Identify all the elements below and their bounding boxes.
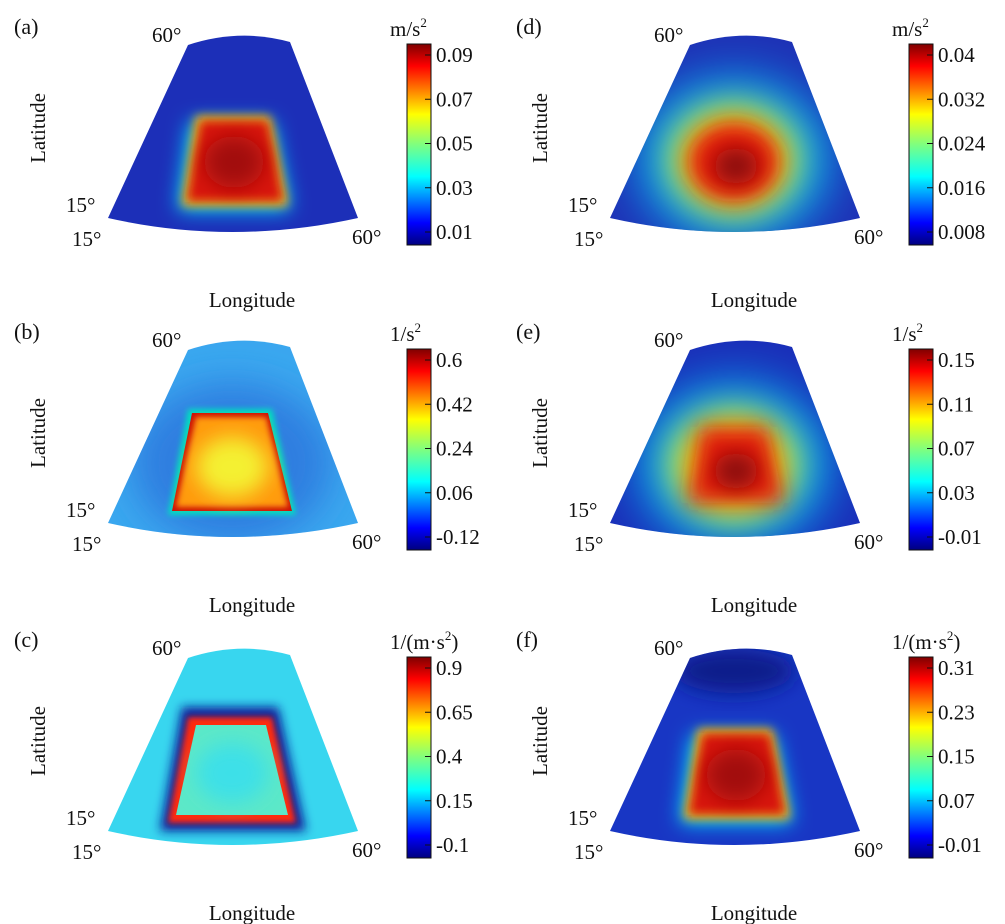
core-region <box>706 749 766 801</box>
y-axis-label: Latitude <box>26 398 50 468</box>
colorbar-tick-label: 0.008 <box>938 220 985 244</box>
corner-label-bottom-left: 15° <box>72 840 101 864</box>
corner-label-top: 60° <box>152 328 181 352</box>
y-axis-label: Latitude <box>528 93 552 163</box>
x-axis-label: Longitude <box>209 901 295 924</box>
colorbar-tick-label: 0.03 <box>436 176 473 200</box>
panel-label: (d) <box>516 14 542 39</box>
colorbar-tick-label: 0.032 <box>938 87 985 111</box>
corner-label-left: 15° <box>568 193 597 217</box>
colorbar-tick-label: 0.07 <box>938 437 975 461</box>
corner-label-left: 15° <box>568 498 597 522</box>
colorbar-tick-label: -0.1 <box>436 833 469 857</box>
panel-b: (b) 60° 15° 15° 60° Latitude Longitude 1/s2 0.6 0… <box>14 319 480 617</box>
corner-label-bottom-left: 15° <box>574 532 603 556</box>
corner-label-bottom-right: 60° <box>352 225 381 249</box>
corner-label-bottom-left: 15° <box>72 227 101 251</box>
corner-label-top: 60° <box>654 328 683 352</box>
colorbar-tick-label: 0.24 <box>436 437 473 461</box>
corner-label-left: 15° <box>568 806 597 830</box>
colorbar-tick-label: 0.016 <box>938 176 985 200</box>
colorbar-unit: 1/(m·s2) <box>892 628 960 654</box>
colorbar-unit: 1/s2 <box>390 320 421 346</box>
colorbar-tick-label: 0.07 <box>938 789 975 813</box>
colorbar-tick-label: 0.15 <box>938 745 975 769</box>
corner-label-left: 15° <box>66 193 95 217</box>
corner-label-bottom-right: 60° <box>854 225 883 249</box>
corner-label-left: 15° <box>66 498 95 522</box>
panel-d: (d) 60° 15° 15° 60° Latitude Longitude m/s2 0.04… <box>516 14 986 312</box>
colorbar-tick-label: 0.09 <box>436 43 473 67</box>
y-axis-label: Latitude <box>528 706 552 776</box>
x-axis-label: Longitude <box>209 593 295 617</box>
corner-label-left: 15° <box>66 806 95 830</box>
colorbar-tick-label: 0.4 <box>436 745 463 769</box>
colorbar-tick-label: 0.23 <box>938 700 975 724</box>
corner-label-top: 60° <box>654 636 683 660</box>
y-axis-label: Latitude <box>26 93 50 163</box>
y-axis-label: Latitude <box>528 398 552 468</box>
corner-label-top: 60° <box>152 636 181 660</box>
corner-label-top: 60° <box>152 23 181 47</box>
x-axis-label: Longitude <box>209 288 295 312</box>
colorbar-tick-label: -0.01 <box>938 525 982 549</box>
corner-label-bottom-right: 60° <box>854 530 883 554</box>
core-region <box>714 148 758 184</box>
colorbar-tick-label: 0.03 <box>938 481 975 505</box>
panel-e: (e) 60° 15° 15° 60° Latitude Longitude 1/s2 0.15… <box>516 319 982 617</box>
center-region <box>196 437 268 497</box>
panel-a: (a) 60° 15° 15° 60° Latitude Longitude m/s2 0.09… <box>14 14 473 312</box>
center-region <box>196 743 268 803</box>
x-axis-label: Longitude <box>711 288 797 312</box>
corner-label-bottom-left: 15° <box>72 532 101 556</box>
core-region <box>204 136 264 188</box>
colorbar <box>908 656 934 859</box>
low-region <box>674 649 794 693</box>
corner-label-bottom-left: 15° <box>574 840 603 864</box>
colorbar-tick-label: 0.9 <box>436 656 462 680</box>
corner-label-bottom-left: 15° <box>574 227 603 251</box>
colorbar-unit: m/s2 <box>892 15 929 41</box>
colorbar-tick-label: 0.65 <box>436 700 473 724</box>
panel-label: (a) <box>14 14 38 39</box>
colorbar <box>908 348 934 551</box>
core-region <box>714 453 758 489</box>
panel-label: (f) <box>516 627 538 652</box>
colorbar <box>908 43 934 246</box>
corner-label-bottom-right: 60° <box>352 530 381 554</box>
colorbar-tick-label: 0.15 <box>436 789 473 813</box>
colorbar-unit: 1/s2 <box>892 320 923 346</box>
panel-label: (e) <box>516 319 540 344</box>
colorbar <box>406 43 432 246</box>
colorbar-tick-label: 0.01 <box>436 220 473 244</box>
colorbar-tick-label: 0.05 <box>436 132 473 156</box>
corner-label-bottom-right: 60° <box>854 838 883 862</box>
colorbar-tick-label: 0.07 <box>436 87 473 111</box>
panel-label: (c) <box>14 627 38 652</box>
y-axis-label: Latitude <box>26 706 50 776</box>
colorbar-unit: 1/(m·s2) <box>390 628 458 654</box>
colorbar-tick-label: 0.15 <box>938 348 975 372</box>
colorbar-tick-label: 0.06 <box>436 481 473 505</box>
panel-f: (f) 60° 15° 15° 60° Latitude Longitude 1/(m·s2)… <box>516 627 982 924</box>
colorbar-tick-label: 0.42 <box>436 392 473 416</box>
panel-label: (b) <box>14 319 40 344</box>
colorbar-tick-label: 0.024 <box>938 132 986 156</box>
colorbar-tick-label: 0.04 <box>938 43 975 67</box>
x-axis-label: Longitude <box>711 901 797 924</box>
corner-label-top: 60° <box>654 23 683 47</box>
colorbar-tick-label: 0.11 <box>938 392 974 416</box>
colorbar-tick-label: -0.01 <box>938 833 982 857</box>
colorbar <box>406 348 432 551</box>
colorbar <box>406 656 432 859</box>
corner-label-bottom-right: 60° <box>352 838 381 862</box>
x-axis-label: Longitude <box>711 593 797 617</box>
colorbar-tick-label: 0.31 <box>938 656 975 680</box>
colorbar-tick-label: 0.6 <box>436 348 462 372</box>
colorbar-unit: m/s2 <box>390 15 427 41</box>
colorbar-tick-label: -0.12 <box>436 525 480 549</box>
panel-c: (c) 60° 15° 15° 60° Latitude Longitude 1/(m·s2)… <box>14 627 473 924</box>
